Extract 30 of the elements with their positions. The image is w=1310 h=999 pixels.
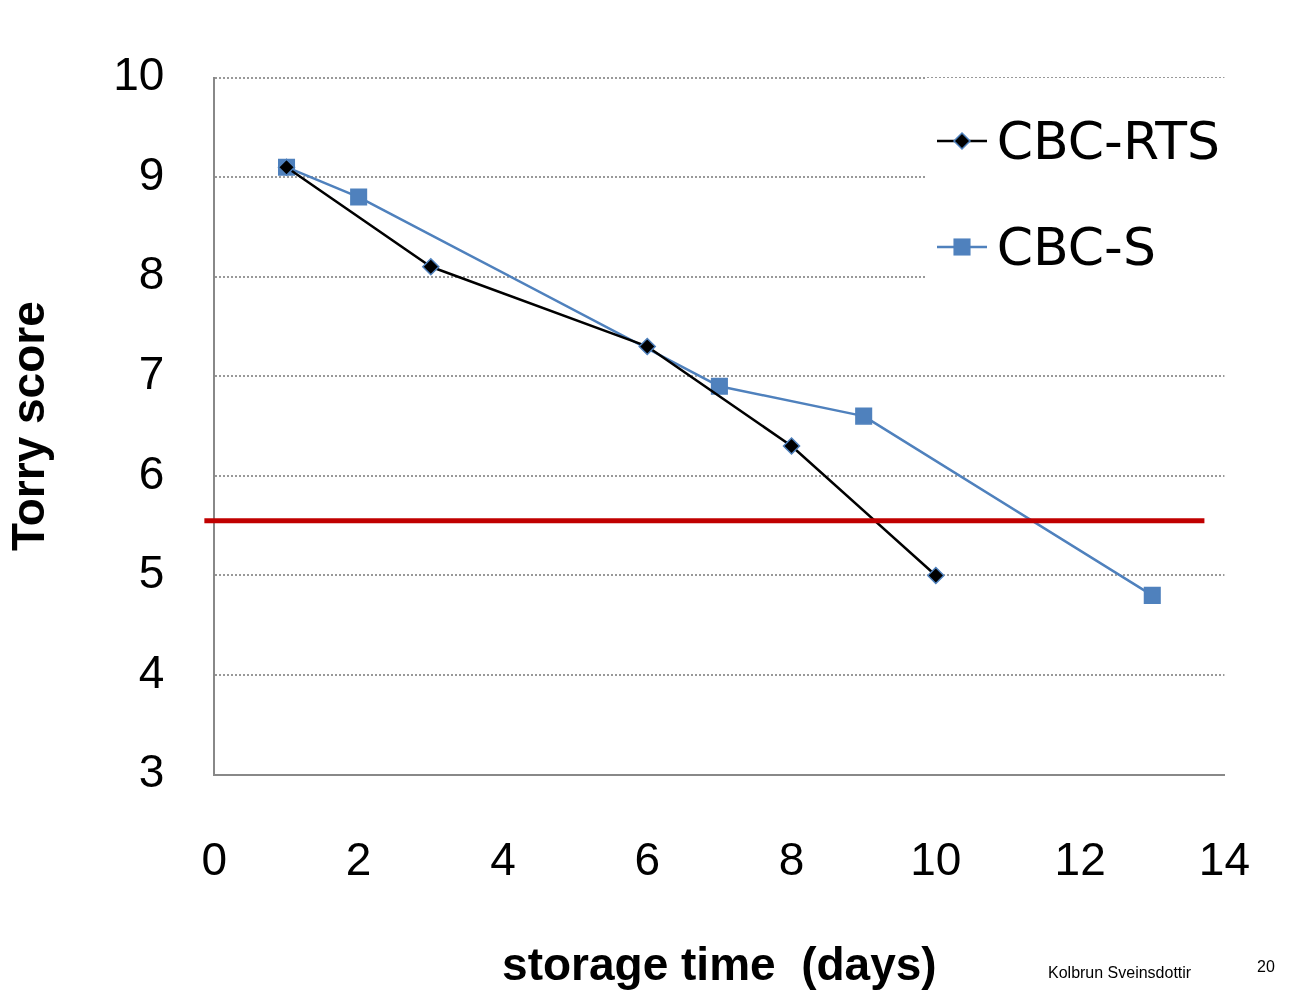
point [350,188,368,206]
point [927,566,945,585]
x-axis-title: storage time (days) [502,938,937,991]
x-tick-label: 0 [201,832,228,885]
x-tick-label: 2 [345,832,372,885]
y-tick-label: 5 [138,546,165,599]
text: Kolbrun Sveinsdottir [1048,964,1192,982]
point [782,437,801,455]
x-tick-label: 8 [778,832,805,885]
y-tick-label: 8 [138,247,165,300]
x-tick-label: 6 [634,832,661,885]
y-tick-label: 6 [138,446,165,499]
point [422,258,440,276]
legend-label: CBC-RTS [996,111,1220,171]
x-tick-label: 12 [1054,832,1106,885]
point [638,337,656,356]
point [855,407,873,425]
legend-label: CBC-S [996,217,1156,277]
point [710,377,728,395]
x-tick-label: 4 [490,832,516,885]
y-tick-label: 9 [138,147,165,200]
y-tick-label: 4 [138,645,165,698]
y-tick-label: 3 [138,745,165,798]
y-tick-label: 10 [113,48,165,101]
x-tick-label: 10 [910,832,962,885]
text: 20 [1257,958,1275,976]
point [1143,586,1161,604]
y-tick-label: 7 [138,347,165,399]
x-tick-label: 14 [1198,832,1250,885]
y-axis-title: Torry score [2,301,55,551]
